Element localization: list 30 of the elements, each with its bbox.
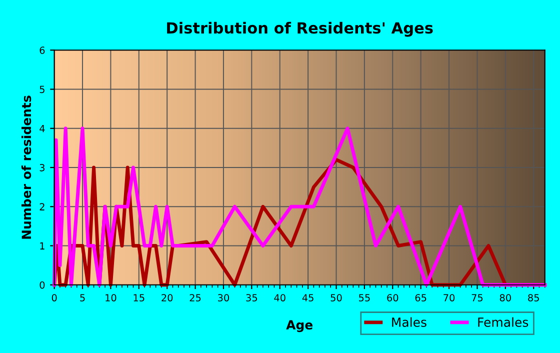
x-tick-label: 5 bbox=[80, 294, 85, 302]
y-tick-label: 1 bbox=[40, 242, 44, 250]
y-tick-label: 4 bbox=[40, 124, 45, 132]
x-tick-label: 30 bbox=[218, 294, 230, 302]
x-tick-label: 40 bbox=[274, 294, 286, 302]
x-tick-label: 80 bbox=[500, 294, 511, 302]
x-tick-label: 0 bbox=[52, 294, 57, 302]
x-tick-label: 65 bbox=[415, 294, 426, 302]
x-tick-label: 10 bbox=[106, 294, 116, 302]
x-tick-label: 15 bbox=[134, 294, 144, 302]
x-tick-label: 60 bbox=[387, 294, 398, 302]
chart-title: Distribution of Residents' Ages bbox=[167, 22, 433, 37]
y-tick-label: 5 bbox=[40, 86, 44, 94]
y-axis-title: Number of residents bbox=[21, 96, 32, 239]
x-axis-title: Age bbox=[286, 320, 313, 332]
y-tick-label: 6 bbox=[40, 46, 45, 54]
x-tick-label: 35 bbox=[246, 294, 258, 302]
x-tick-label: 70 bbox=[444, 294, 455, 302]
x-tick-label: 85 bbox=[528, 294, 539, 302]
y-tick-label: 0 bbox=[40, 281, 45, 289]
legend-label: Males bbox=[392, 317, 426, 327]
x-tick-label: 50 bbox=[330, 294, 342, 302]
x-tick-label: 25 bbox=[190, 294, 201, 302]
x-tick-label: 45 bbox=[302, 294, 314, 302]
legend-label: Females bbox=[478, 317, 528, 327]
x-tick-label: 75 bbox=[472, 294, 483, 302]
x-tick-label: 55 bbox=[359, 294, 370, 302]
y-tick-label: 3 bbox=[40, 164, 45, 172]
x-tick-label: 20 bbox=[162, 294, 173, 302]
y-tick-label: 2 bbox=[40, 203, 44, 210]
